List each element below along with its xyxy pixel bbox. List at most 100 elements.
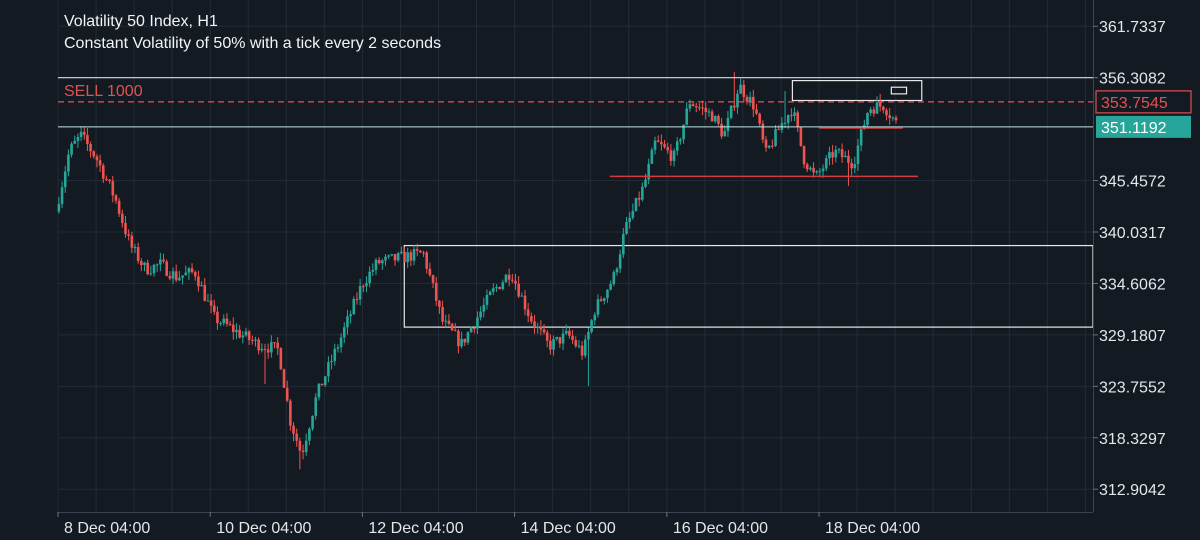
candle-up bbox=[482, 304, 486, 312]
candle-up bbox=[815, 171, 819, 173]
candle-up bbox=[495, 287, 498, 289]
candle-up bbox=[365, 283, 368, 287]
candle-up bbox=[631, 210, 635, 218]
candle-down bbox=[266, 349, 270, 353]
candle-down bbox=[847, 155, 850, 163]
candle-up bbox=[476, 317, 479, 329]
candle-down bbox=[701, 107, 704, 109]
candle-down bbox=[415, 249, 419, 251]
candle-up bbox=[317, 383, 321, 398]
candle-down bbox=[805, 164, 809, 170]
candle-up bbox=[323, 376, 327, 386]
candle-up bbox=[444, 320, 448, 322]
candle-up bbox=[593, 314, 597, 321]
candle-down bbox=[777, 129, 780, 131]
candle-up bbox=[222, 318, 226, 324]
candle-down bbox=[447, 320, 451, 324]
candle-up bbox=[843, 155, 847, 158]
candle-up bbox=[767, 145, 771, 148]
candle-down bbox=[425, 252, 429, 269]
sell-order-price-tag bbox=[1095, 90, 1192, 114]
y-tick-label: 312.9042 bbox=[1099, 482, 1166, 499]
candle-up bbox=[783, 122, 787, 124]
candle-up bbox=[869, 109, 872, 113]
candle-down bbox=[507, 274, 511, 280]
candle-down bbox=[257, 339, 260, 351]
candle-down bbox=[580, 345, 584, 356]
candle-down bbox=[888, 115, 891, 118]
candle-down bbox=[130, 235, 134, 248]
candle-down bbox=[717, 116, 720, 124]
candle-up bbox=[336, 347, 340, 349]
candle-up bbox=[171, 271, 175, 279]
candle-down bbox=[637, 197, 641, 200]
candle-up bbox=[824, 158, 828, 169]
candle-down bbox=[86, 134, 89, 145]
candle-down bbox=[355, 299, 359, 301]
bid-price-tag bbox=[1096, 115, 1191, 138]
candle-down bbox=[831, 152, 834, 158]
candle-down bbox=[691, 104, 695, 107]
x-tick-label: 8 Dec 04:00 bbox=[64, 520, 150, 537]
candle-up bbox=[79, 131, 83, 138]
candle-up bbox=[342, 327, 346, 338]
candle-down bbox=[285, 387, 289, 401]
candle-up bbox=[412, 249, 416, 261]
candle-up bbox=[327, 362, 330, 377]
candle-up bbox=[314, 397, 318, 416]
candle-down bbox=[704, 107, 708, 112]
candle-down bbox=[95, 156, 99, 161]
candle-down bbox=[276, 342, 279, 349]
candle-up bbox=[308, 428, 311, 441]
y-tick-label: 340.0317 bbox=[1099, 225, 1166, 242]
candle-up bbox=[73, 140, 77, 144]
candle-down bbox=[660, 141, 663, 145]
candle-up bbox=[349, 314, 352, 317]
y-tick-label: 318.3297 bbox=[1099, 431, 1166, 448]
candle-up bbox=[311, 415, 314, 429]
candle-up bbox=[726, 117, 730, 132]
candle-up bbox=[853, 164, 857, 169]
candle-up bbox=[149, 273, 153, 275]
candle-up bbox=[612, 272, 616, 285]
candle-up bbox=[492, 288, 495, 292]
candle-up bbox=[679, 139, 682, 142]
candle-up bbox=[866, 112, 869, 126]
candle-down bbox=[472, 328, 476, 330]
candle-down bbox=[98, 160, 102, 166]
candle-up bbox=[520, 295, 524, 297]
y-tick-label: 323.7552 bbox=[1099, 379, 1166, 396]
candle-up bbox=[653, 140, 657, 150]
candle-down bbox=[694, 106, 698, 108]
chart-subtitle: Constant Volatility of 50% with a tick e… bbox=[64, 35, 442, 52]
candle-down bbox=[431, 275, 435, 283]
candle-up bbox=[828, 152, 831, 159]
candle-down bbox=[872, 109, 876, 114]
candle-down bbox=[320, 383, 324, 386]
candle-up bbox=[400, 251, 403, 254]
candle-down bbox=[193, 271, 197, 277]
candle-down bbox=[101, 165, 105, 179]
candle-up bbox=[133, 247, 137, 249]
candle-up bbox=[685, 108, 689, 125]
candle-down bbox=[225, 318, 229, 325]
candle-down bbox=[761, 123, 765, 140]
candle-down bbox=[669, 150, 673, 161]
candle-down bbox=[393, 254, 397, 261]
candle-down bbox=[549, 340, 552, 350]
candle-down bbox=[146, 262, 149, 275]
candle-down bbox=[377, 259, 381, 264]
chart-title: Volatility 50 Index, H1 bbox=[64, 13, 218, 30]
candle-down bbox=[599, 299, 603, 301]
candle-up bbox=[774, 129, 777, 147]
candle-up bbox=[254, 339, 257, 341]
candle-down bbox=[117, 200, 121, 214]
candle-down bbox=[539, 326, 543, 330]
candle-down bbox=[894, 117, 898, 121]
candle-down bbox=[231, 324, 235, 333]
x-tick-label: 10 Dec 04:00 bbox=[216, 520, 311, 537]
x-tick-label: 14 Dec 04:00 bbox=[521, 520, 616, 537]
candle-up bbox=[60, 187, 64, 205]
